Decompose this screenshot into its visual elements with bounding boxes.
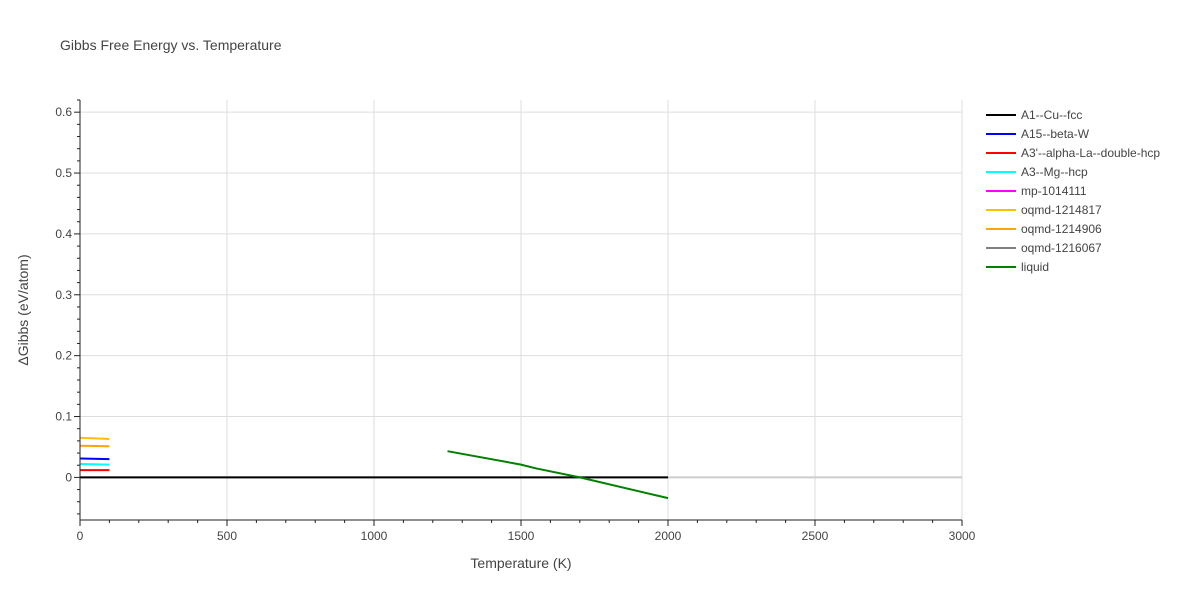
grid-layer <box>80 100 963 520</box>
series-line-5 <box>79 436 110 440</box>
x-tick-label: 1000 <box>361 529 388 543</box>
legend-item[interactable]: oqmd-1214817 <box>986 203 1102 217</box>
legend-item[interactable]: mp-1014111 <box>986 184 1087 198</box>
chart-title: Gibbs Free Energy vs. Temperature <box>60 37 282 53</box>
x-tick-label: 3000 <box>949 529 976 543</box>
x-tick-label: 1500 <box>508 529 535 543</box>
legend-label: A3--Mg--hcp <box>1021 165 1088 179</box>
x-axis-title: Temperature (K) <box>470 555 571 571</box>
series-line-6 <box>79 444 110 448</box>
legend-item[interactable]: A3--Mg--hcp <box>986 165 1088 179</box>
legend-label: oqmd-1214906 <box>1021 222 1102 236</box>
legend-item[interactable]: A1--Cu--fcc <box>986 108 1082 122</box>
series-line-1 <box>79 457 110 461</box>
y-tick-label: 0.5 <box>55 166 72 180</box>
legend-label: oqmd-1216067 <box>1021 241 1102 255</box>
x-tick-label: 2000 <box>655 529 682 543</box>
legend-label: oqmd-1214817 <box>1021 203 1102 217</box>
legend-label: A3'--alpha-La--double-hcp <box>1021 146 1160 160</box>
legend-item[interactable]: oqmd-1216067 <box>986 241 1102 255</box>
legend-item[interactable]: liquid <box>986 260 1049 274</box>
axis-layer: 0 500 1000 1500 2000 2500 3000 0 0.1 0.2 0.3 0.4 0.5… <box>55 99 976 543</box>
legend-label: A15--beta-W <box>1021 127 1090 141</box>
legend-label: A1--Cu--fcc <box>1021 108 1082 122</box>
y-tick-label: 0.4 <box>55 227 72 241</box>
y-tick-label: 0.2 <box>55 349 72 363</box>
x-tick-label: 2500 <box>802 529 829 543</box>
legend-item[interactable]: A3'--alpha-La--double-hcp <box>986 146 1160 160</box>
y-tick-label: 0.6 <box>55 105 72 119</box>
y-axis-title: ΔGibbs (eV/atom) <box>15 254 31 365</box>
y-tick-label: 0.1 <box>55 410 72 424</box>
series-line-3 <box>79 463 110 466</box>
x-tick-label: 0 <box>77 529 84 543</box>
legend-item[interactable]: oqmd-1214906 <box>986 222 1102 236</box>
legend-item[interactable]: A15--beta-W <box>986 127 1090 141</box>
legend[interactable]: A1--Cu--fcc A15--beta-W A3'--alpha-La--dou… <box>986 108 1160 274</box>
x-tick-label: 500 <box>217 529 237 543</box>
series-layer <box>79 436 669 500</box>
series-line-8 <box>447 450 669 500</box>
y-tick-label: 0 <box>65 470 72 484</box>
y-tick-label: 0.3 <box>55 288 72 302</box>
legend-label: mp-1014111 <box>1021 184 1087 198</box>
legend-label: liquid <box>1021 260 1049 274</box>
